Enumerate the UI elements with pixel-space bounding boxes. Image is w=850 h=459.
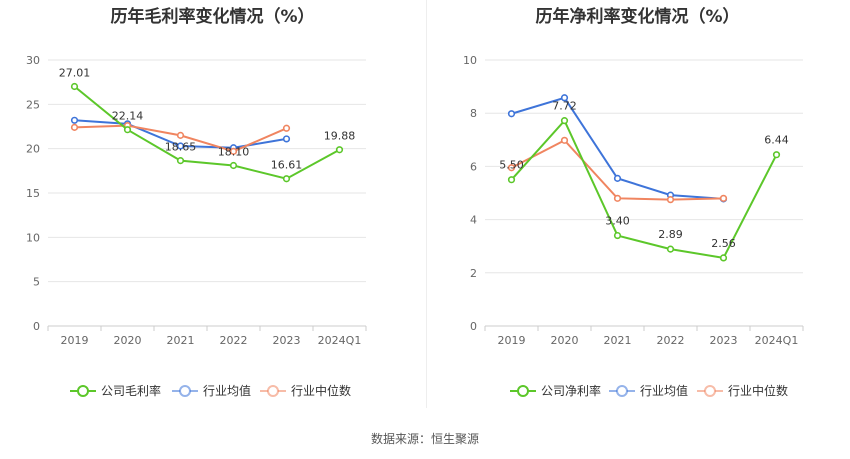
- gross-series-point-0: [229, 161, 238, 170]
- gross-chart: 0 5 10 15 20 25 30 2019 2020 2021 2022 2023 2024Q1 27…: [26, 54, 367, 398]
- gross-y-tick-label: 10: [26, 231, 40, 244]
- net-series-point-1: [613, 174, 622, 182]
- net-x-tick-label: 2024Q1: [755, 334, 799, 347]
- gross-x-tick-label: 2023: [273, 334, 301, 347]
- net-y-tick-label: 10: [463, 54, 477, 67]
- gross-y-tick-label: 5: [33, 276, 40, 289]
- net-legend-label: 行业均值: [640, 383, 688, 398]
- gross-legend-marker: [77, 385, 89, 397]
- net-series-point-0: [507, 176, 516, 184]
- net-data-label: 2.89: [658, 228, 683, 241]
- net-series-point-0: [772, 151, 781, 159]
- net-legend-label: 行业中位数: [728, 383, 788, 398]
- gross-legend-item: 公司毛利率: [70, 383, 161, 398]
- net-y-tick-label: 4: [470, 214, 477, 227]
- gross-x-tick-label: 2022: [220, 334, 248, 347]
- gross-series-point-0: [335, 146, 344, 154]
- net-data-label: 3.40: [605, 215, 630, 228]
- net-series-point-1: [507, 110, 516, 118]
- net-series-point-0: [560, 117, 569, 125]
- gross-legend-item: 行业均值: [172, 383, 251, 398]
- net-legend-item: 公司净利率: [510, 383, 601, 398]
- net-series-point-0: [719, 254, 728, 262]
- gross-series-point-2: [176, 131, 185, 139]
- gross-series-point-1: [70, 116, 79, 124]
- net-series-point-1: [560, 94, 569, 102]
- net-legend-marker: [517, 385, 529, 397]
- net-series-point-0: [666, 245, 675, 253]
- gross-series-point-0: [123, 126, 132, 134]
- gross-series-point-2: [229, 147, 238, 155]
- net-chart: 0 2 4 6 8 10 2019 2020 2021 2022 2023 2024Q1 5.50 7.7…: [463, 54, 804, 398]
- net-legend-item: 行业均值: [609, 383, 688, 398]
- gross-legend-label: 行业均值: [203, 383, 251, 398]
- gross-margin-chart-title: 历年毛利率变化情况（%）: [110, 7, 315, 27]
- gross-data-label: 27.01: [59, 67, 91, 80]
- net-y-tick-label: 2: [470, 267, 477, 280]
- net-x-tick-label: 2021: [604, 334, 632, 347]
- net-x-tick-label: 2023: [710, 334, 738, 347]
- gross-legend-label: 公司毛利率: [101, 383, 161, 398]
- net-series-point-2: [719, 194, 728, 202]
- net-data-label: 2.56: [711, 237, 736, 250]
- gross-series-point-2: [282, 124, 291, 132]
- net-legend-marker: [704, 385, 716, 397]
- gross-series-point-1: [282, 135, 291, 143]
- net-series-line-0: [510, 118, 778, 260]
- gross-data-label: 18.10: [218, 146, 250, 159]
- gross-x-tick-label: 2021: [167, 334, 195, 347]
- gross-x-tick-label: 2019: [61, 334, 89, 347]
- gross-series-point-1: [176, 142, 185, 150]
- net-series-point-0: [613, 231, 622, 240]
- net-series-point-2: [613, 194, 622, 202]
- gross-x-tick-label: 2024Q1: [318, 334, 362, 347]
- gross-data-label: 16.61: [271, 159, 303, 172]
- net-x-tick-label: 2019: [498, 334, 526, 347]
- gross-legend-label: 行业中位数: [291, 383, 351, 398]
- gross-legend-item: 行业中位数: [260, 383, 351, 398]
- net-series-point-2: [507, 164, 516, 172]
- net-margin-chart-title: 历年净利率变化情况（%）: [535, 7, 740, 27]
- net-data-label: 6.44: [764, 134, 789, 147]
- gross-y-tick-label: 30: [26, 54, 40, 67]
- gross-series-point-2: [70, 123, 79, 131]
- net-series-point-2: [560, 136, 569, 144]
- gross-y-tick-label: 25: [26, 98, 40, 111]
- net-legend-item: 行业中位数: [697, 383, 788, 398]
- net-data-label: 5.50: [499, 159, 524, 172]
- net-y-tick-label: 8: [470, 107, 477, 120]
- gross-legend-marker: [179, 385, 191, 397]
- net-series-point-2: [666, 196, 675, 204]
- gross-series-point-0: [70, 82, 79, 91]
- gross-legend-marker: [267, 385, 279, 397]
- data-source-note: 数据来源：恒生聚源: [370, 432, 479, 446]
- gross-data-label: 22.14: [112, 110, 144, 123]
- net-legend-marker: [616, 385, 628, 397]
- gross-x-tick-label: 2020: [114, 334, 142, 347]
- net-series-line-2: [511, 139, 724, 201]
- gross-series-point-0: [282, 175, 291, 183]
- gross-series-point-0: [176, 157, 185, 165]
- gross-data-label: 19.88: [324, 130, 356, 143]
- gross-data-label: 18.65: [165, 141, 197, 154]
- net-x-tick-label: 2020: [551, 334, 579, 347]
- panel-divider: [426, 0, 427, 408]
- gross-y-tick-label: 20: [26, 143, 40, 156]
- net-data-label: 7.72: [552, 100, 577, 113]
- net-y-tick-label: 0: [470, 320, 477, 333]
- gross-y-tick-label: 15: [26, 187, 40, 200]
- net-x-tick-label: 2022: [657, 334, 685, 347]
- gross-y-tick-label: 0: [33, 320, 40, 333]
- net-legend-label: 公司净利率: [541, 383, 601, 398]
- gross-series-line-0: [73, 85, 340, 180]
- net-y-tick-label: 6: [470, 160, 477, 173]
